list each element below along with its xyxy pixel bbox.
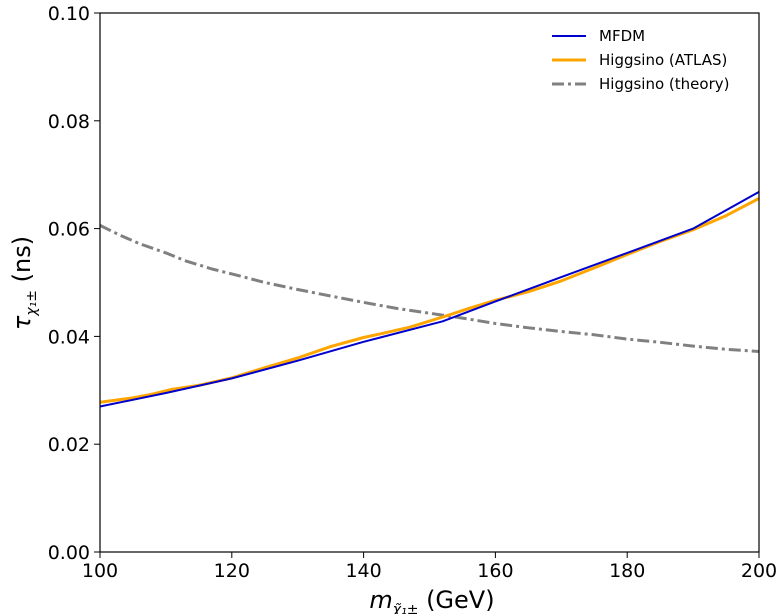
legend-label: Higgsino (theory) xyxy=(599,75,729,93)
legend-label: MFDM xyxy=(599,27,645,45)
y-tick-label: 0.04 xyxy=(48,326,90,348)
series-line-1 xyxy=(99,197,760,404)
y-axis-ticks: 0.00 0.02 0.04 0.06 0.08 0.10 xyxy=(48,3,100,564)
series-line-0 xyxy=(99,191,760,408)
y-tick-label: 0.02 xyxy=(48,434,90,456)
x-tick-label: 180 xyxy=(609,560,645,582)
series-lines xyxy=(99,191,760,408)
x-tick-label: 140 xyxy=(345,560,381,582)
x-axis-ticks: 100 120 140 160 180 200 xyxy=(82,552,777,582)
y-axis-label: τχ₁± (ns) xyxy=(8,236,40,330)
plot-frame xyxy=(99,12,760,553)
y-tick-label: 0.06 xyxy=(48,219,90,241)
x-tick-label: 200 xyxy=(741,560,777,582)
x-tick-label: 120 xyxy=(214,560,250,582)
y-tick-label: 0.08 xyxy=(48,111,90,133)
legend-label: Higgsino (ATLAS) xyxy=(599,51,727,69)
legend: MFDM Higgsino (ATLAS) Higgsino (theory) xyxy=(552,27,729,93)
series-line-2 xyxy=(99,224,760,353)
x-tick-label: 160 xyxy=(477,560,513,582)
y-tick-label: 0.00 xyxy=(48,542,90,564)
x-axis-label: mχ̃₁± (GeV) xyxy=(369,586,494,614)
y-tick-label: 0.10 xyxy=(48,3,90,25)
x-tick-label: 100 xyxy=(82,560,118,582)
